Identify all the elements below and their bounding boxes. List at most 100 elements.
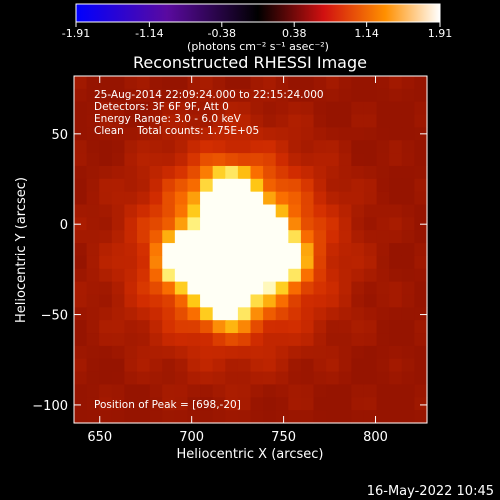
heatmap-pixel [99,333,113,347]
heatmap-pixel [237,384,252,398]
heatmap-pixel [137,294,151,308]
heatmap-pixel [288,153,302,167]
heatmap-pixel [237,294,252,308]
heatmap-pixel [137,345,151,360]
heatmap-pixel [137,204,151,218]
heatmap-pixel [351,191,365,206]
heatmap-pixel [313,371,327,386]
heatmap-pixel [376,268,390,283]
heatmap-pixel [237,140,252,154]
colorbar-unit-label: (photons cm⁻² s⁻¹ asec⁻²) [187,40,329,53]
heatmap-pixel [389,268,403,283]
heatmap-pixel [414,76,428,90]
heatmap-pixel [288,140,302,154]
heatmap-pixel [212,153,226,167]
heatmap-pixel [162,127,176,141]
heatmap-pixel [401,165,415,180]
heatmap-pixel [376,397,390,411]
heatmap-pixel [389,101,403,116]
heatmap-pixel [111,320,126,334]
heatmap-pixel [363,345,378,360]
heatmap-pixel [200,76,214,90]
heatmap-pixel [149,243,163,257]
heatmap-pixel [263,243,277,257]
heatmap-pixel [212,410,226,424]
heatmap-pixel [212,294,226,308]
heatmap-pixel [149,140,163,154]
heatmap-pixel [200,281,214,296]
heatmap-pixel [124,333,138,347]
heatmap-pixel [376,88,390,103]
heatmap-pixel [225,268,239,283]
heatmap-pixel [99,114,113,129]
heatmap-pixel [86,88,100,103]
heatmap-pixel [275,320,289,334]
heatmap-pixel [74,255,88,270]
heatmap-pixel [263,76,277,90]
heatmap-pixel [212,384,226,398]
heatmap-pixel [401,371,415,386]
heatmap-pixel [401,255,415,270]
heatmap-pixel [313,230,327,244]
heatmap-pixel [225,88,239,103]
heatmap-pixel [376,371,390,386]
heatmap-pixel [300,153,315,167]
heatmap-pixel [389,178,403,193]
heatmap-pixel [351,114,365,129]
heatmap-pixel [174,410,189,424]
heatmap-pixel [401,114,415,129]
heatmap-pixel [275,140,289,154]
heatmap-pixel [237,114,252,129]
heatmap-pixel [326,371,340,386]
heatmap-pixel [389,345,403,360]
heatmap-pixel [111,230,126,244]
heatmap-pixel [263,88,277,103]
heatmap-pixel [313,255,327,270]
heatmap-pixel [351,204,365,218]
info-block: 25-Aug-2014 22:09:24.000 to 22:15:24.000… [94,89,324,137]
heatmap-pixel [401,88,415,103]
heatmap-pixel [313,345,327,360]
heatmap-pixel [389,294,403,308]
heatmap-pixel [86,371,100,386]
heatmap-pixel [212,358,226,373]
heatmap-pixel [187,294,201,308]
heatmap-pixel [300,191,315,206]
heatmap-pixel [111,140,126,154]
heatmap-pixel [111,255,126,270]
heatmap-pixel [137,101,151,116]
heatmap-pixel [275,384,289,398]
heatmap-pixel [74,178,88,193]
heatmap-pixel [149,268,163,283]
heatmap-pixel [326,294,340,308]
heatmap-pixel [389,204,403,218]
heatmap-pixel [86,204,100,218]
heatmap-pixel [237,410,252,424]
heatmap-pixel [326,268,340,283]
heatmap-pixel [137,307,151,321]
heatmap-pixel [338,384,352,398]
heatmap-pixel [99,101,113,116]
heatmap-pixel [313,397,327,411]
heatmap-pixel [414,320,428,334]
heatmap-pixel [124,294,138,308]
heatmap-pixel [401,204,415,218]
heatmap-pixel [124,88,138,103]
heatmap-pixel [363,140,378,154]
heatmap-pixel [351,397,365,411]
heatmap-pixel [351,345,365,360]
heatmap-pixel [326,333,340,347]
heatmap-pixel [187,384,201,398]
heatmap-pixel [288,410,302,424]
heatmap-pixel [414,345,428,360]
heatmap-pixel [86,333,100,347]
heatmap-pixel [187,307,201,321]
heatmap-pixel [200,345,214,360]
heatmap-pixel [174,140,189,154]
heatmap-pixel [212,178,226,193]
heatmap-pixel [174,114,189,129]
heatmap-pixel [162,307,176,321]
heatmap-pixel [250,371,264,386]
heatmap-pixel [401,307,415,321]
heatmap-pixel [300,243,315,257]
